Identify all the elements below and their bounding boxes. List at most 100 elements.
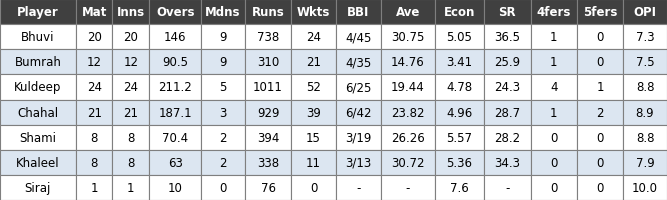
Bar bbox=[530, 150, 577, 175]
Bar bbox=[484, 125, 530, 150]
Text: 3: 3 bbox=[219, 106, 227, 119]
Bar bbox=[245, 25, 291, 50]
Bar bbox=[484, 175, 530, 200]
Text: Khaleel: Khaleel bbox=[16, 156, 60, 169]
Bar bbox=[245, 50, 291, 75]
Text: 4: 4 bbox=[550, 81, 558, 94]
Text: -: - bbox=[505, 181, 510, 194]
Text: 19.44: 19.44 bbox=[391, 81, 425, 94]
Bar bbox=[623, 125, 667, 150]
Bar bbox=[381, 75, 435, 100]
Text: 12: 12 bbox=[123, 56, 138, 69]
Text: 4fers: 4fers bbox=[536, 6, 571, 19]
Text: 7.3: 7.3 bbox=[636, 31, 654, 44]
Bar bbox=[484, 75, 530, 100]
Bar bbox=[291, 25, 336, 50]
Bar bbox=[530, 0, 577, 25]
Bar bbox=[291, 50, 336, 75]
Text: 6/25: 6/25 bbox=[345, 81, 372, 94]
Bar bbox=[336, 100, 381, 125]
Bar bbox=[484, 0, 530, 25]
Text: 8.8: 8.8 bbox=[636, 131, 654, 144]
Text: 1: 1 bbox=[550, 56, 558, 69]
Bar bbox=[76, 25, 113, 50]
Bar bbox=[201, 0, 245, 25]
Text: 1: 1 bbox=[550, 106, 558, 119]
Bar bbox=[435, 0, 484, 25]
Bar bbox=[381, 150, 435, 175]
Bar bbox=[113, 175, 149, 200]
Text: 187.1: 187.1 bbox=[158, 106, 192, 119]
Text: 0: 0 bbox=[596, 156, 604, 169]
Bar bbox=[149, 175, 201, 200]
Bar bbox=[577, 25, 623, 50]
Bar bbox=[201, 50, 245, 75]
Text: 1: 1 bbox=[596, 81, 604, 94]
Bar bbox=[76, 75, 113, 100]
Bar bbox=[530, 50, 577, 75]
Text: OPI: OPI bbox=[634, 6, 656, 19]
Text: 394: 394 bbox=[257, 131, 279, 144]
Bar bbox=[484, 150, 530, 175]
Bar bbox=[336, 75, 381, 100]
Bar bbox=[76, 100, 113, 125]
Bar bbox=[623, 75, 667, 100]
Bar bbox=[245, 150, 291, 175]
Text: 30.72: 30.72 bbox=[391, 156, 424, 169]
Bar bbox=[245, 75, 291, 100]
Text: Player: Player bbox=[17, 6, 59, 19]
Text: 8.8: 8.8 bbox=[636, 81, 654, 94]
Text: 25.9: 25.9 bbox=[494, 56, 520, 69]
Text: 0: 0 bbox=[310, 181, 317, 194]
Bar bbox=[0, 0, 76, 25]
Bar bbox=[435, 175, 484, 200]
Bar bbox=[623, 150, 667, 175]
Bar bbox=[149, 125, 201, 150]
Text: 0: 0 bbox=[219, 181, 227, 194]
Text: 4.96: 4.96 bbox=[446, 106, 473, 119]
Bar bbox=[336, 175, 381, 200]
Text: 6/42: 6/42 bbox=[345, 106, 372, 119]
Text: 738: 738 bbox=[257, 31, 279, 44]
Text: BBI: BBI bbox=[347, 6, 370, 19]
Text: Shami: Shami bbox=[19, 131, 57, 144]
Text: 63: 63 bbox=[167, 156, 183, 169]
Text: 24.3: 24.3 bbox=[494, 81, 520, 94]
Text: Inns: Inns bbox=[117, 6, 145, 19]
Bar bbox=[113, 125, 149, 150]
Bar bbox=[435, 75, 484, 100]
Bar bbox=[0, 50, 76, 75]
Text: 9: 9 bbox=[219, 31, 227, 44]
Bar bbox=[435, 125, 484, 150]
Bar bbox=[484, 100, 530, 125]
Text: 34.3: 34.3 bbox=[494, 156, 520, 169]
Text: 5.57: 5.57 bbox=[447, 131, 472, 144]
Text: 21: 21 bbox=[123, 106, 138, 119]
Bar bbox=[245, 0, 291, 25]
Text: 52: 52 bbox=[306, 81, 321, 94]
Bar bbox=[201, 100, 245, 125]
Bar bbox=[76, 0, 113, 25]
Text: 338: 338 bbox=[257, 156, 279, 169]
Bar bbox=[113, 100, 149, 125]
Bar bbox=[530, 25, 577, 50]
Bar bbox=[530, 175, 577, 200]
Bar bbox=[577, 175, 623, 200]
Text: 1: 1 bbox=[127, 181, 135, 194]
Bar bbox=[435, 150, 484, 175]
Bar bbox=[291, 75, 336, 100]
Bar bbox=[381, 125, 435, 150]
Text: 39: 39 bbox=[306, 106, 321, 119]
Bar bbox=[530, 75, 577, 100]
Text: 0: 0 bbox=[550, 156, 558, 169]
Bar bbox=[245, 125, 291, 150]
Bar bbox=[113, 150, 149, 175]
Text: 0: 0 bbox=[550, 131, 558, 144]
Bar bbox=[76, 175, 113, 200]
Text: 4/35: 4/35 bbox=[345, 56, 372, 69]
Bar bbox=[623, 175, 667, 200]
Text: 8: 8 bbox=[91, 131, 98, 144]
Text: Kuldeep: Kuldeep bbox=[14, 81, 61, 94]
Bar bbox=[0, 75, 76, 100]
Bar bbox=[76, 150, 113, 175]
